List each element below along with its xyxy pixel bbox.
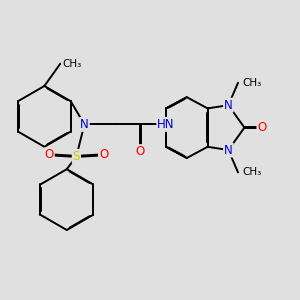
Text: N: N bbox=[224, 99, 233, 112]
Text: O: O bbox=[45, 148, 54, 161]
Text: HN: HN bbox=[157, 118, 175, 131]
Text: O: O bbox=[257, 121, 267, 134]
Text: CH₃: CH₃ bbox=[243, 78, 262, 88]
Text: O: O bbox=[136, 145, 145, 158]
Text: N: N bbox=[80, 118, 89, 131]
Text: S: S bbox=[73, 150, 80, 163]
Text: CH₃: CH₃ bbox=[243, 167, 262, 177]
Text: N: N bbox=[224, 143, 233, 157]
Text: O: O bbox=[99, 148, 108, 161]
Text: CH₃: CH₃ bbox=[62, 58, 81, 69]
